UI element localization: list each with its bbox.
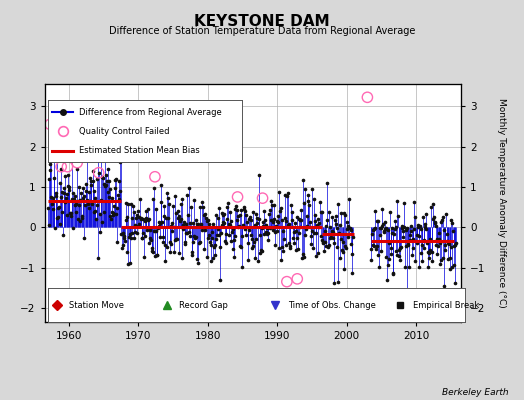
Text: Estimated Station Mean Bias: Estimated Station Mean Bias — [79, 146, 200, 155]
Text: Record Gap: Record Gap — [179, 300, 228, 310]
Text: Difference from Regional Average: Difference from Regional Average — [79, 108, 222, 117]
Text: Quality Control Failed: Quality Control Failed — [79, 126, 170, 136]
Text: KEYSTONE DAM: KEYSTONE DAM — [194, 14, 330, 29]
Text: Station Move: Station Move — [69, 300, 124, 310]
Point — [233, 194, 242, 200]
Point — [363, 94, 372, 100]
Point — [94, 170, 103, 176]
Point — [52, 147, 61, 154]
Text: Berkeley Earth: Berkeley Earth — [442, 388, 508, 397]
Point — [46, 121, 54, 128]
Point — [293, 276, 301, 282]
Point — [151, 174, 159, 180]
Text: Time of Obs. Change: Time of Obs. Change — [288, 300, 376, 310]
Point — [258, 195, 267, 201]
Point — [57, 164, 66, 170]
Text: Difference of Station Temperature Data from Regional Average: Difference of Station Temperature Data f… — [109, 26, 415, 36]
Text: Empirical Break: Empirical Break — [413, 300, 479, 310]
Y-axis label: Monthly Temperature Anomaly Difference (°C): Monthly Temperature Anomaly Difference (… — [497, 98, 506, 308]
Point — [63, 164, 72, 170]
Point — [282, 278, 291, 285]
Point — [73, 160, 81, 166]
